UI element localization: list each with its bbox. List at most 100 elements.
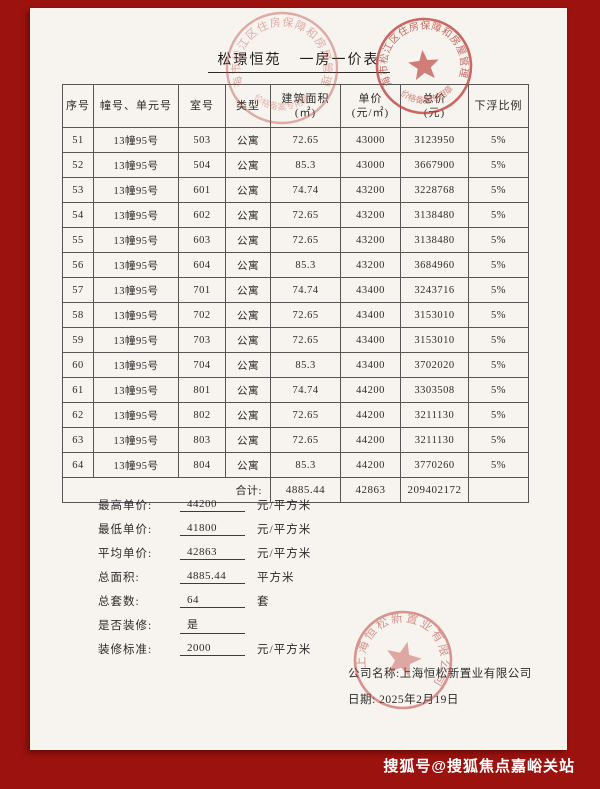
table-row: 60 13幢95号 704 公寓 85.3 43400 3702020 5% — [62, 352, 529, 378]
table-cell: 74.74 — [270, 177, 341, 203]
col-header-type: 类型 — [225, 84, 271, 128]
summary-unit: 元/平方米 — [257, 524, 312, 536]
table-cell: 3303508 — [400, 377, 469, 403]
table-cell: 13幢95号 — [93, 302, 179, 328]
table-cell: 5% — [468, 452, 529, 478]
table-cell: 3153010 — [400, 302, 469, 328]
table-cell: 3667900 — [400, 152, 469, 178]
table-cell: 804 — [178, 452, 226, 478]
document-page: 上海市松江区住房保障和房屋管理局 价格备案专用章 上海市松江区住房保障和房屋管理… — [30, 8, 567, 750]
table-cell: 704 — [178, 352, 226, 378]
col-header-room: 室号 — [178, 84, 226, 128]
table-cell: 72.65 — [270, 427, 341, 453]
summary-value: 4885.44 — [180, 570, 245, 584]
table-cell: 13幢95号 — [93, 252, 179, 278]
table-cell: 43000 — [340, 152, 401, 178]
table-cell: 43400 — [340, 327, 401, 353]
table-cell: 59 — [62, 327, 94, 353]
table-cell: 5% — [468, 152, 529, 178]
summary-item: 是否装修: 是 — [98, 613, 311, 637]
table-cell: 43000 — [340, 127, 401, 153]
total-area: 4885.44 — [270, 477, 341, 503]
summary-label: 平均单价: — [98, 548, 153, 560]
table-cell: 44200 — [340, 402, 401, 428]
summary-item: 最高单价: 44200 元/平方米 — [98, 493, 311, 517]
price-table-body: 51 13幢95号 503 公寓 72.65 43000 3123950 5% 52 13幢95号… — [62, 127, 529, 478]
table-cell: 13幢95号 — [93, 227, 179, 253]
table-row: 61 13幢95号 801 公寓 74.74 44200 3303508 5% — [62, 377, 529, 403]
table-cell: 53 — [62, 177, 94, 203]
table-cell: 3138480 — [400, 202, 469, 228]
table-cell: 44200 — [340, 427, 401, 453]
table-cell: 公寓 — [225, 202, 271, 228]
table-cell: 43200 — [340, 227, 401, 253]
table-cell: 64 — [62, 452, 94, 478]
table-cell: 公寓 — [225, 152, 271, 178]
table-cell: 13幢95号 — [93, 152, 179, 178]
col-header-unit-price: 单价 (元/㎡) — [340, 84, 401, 128]
table-row: 52 13幢95号 504 公寓 85.3 43000 3667900 5% — [62, 152, 529, 178]
table-row: 55 13幢95号 603 公寓 72.65 43200 3138480 5% — [62, 227, 529, 253]
table-cell: 72.65 — [270, 327, 341, 353]
table-row: 57 13幢95号 701 公寓 74.74 43400 3243716 5% — [62, 277, 529, 303]
summary-value: 是 — [180, 616, 245, 634]
table-row: 56 13幢95号 604 公寓 85.3 43200 3684960 5% — [62, 252, 529, 278]
table-cell: 5% — [468, 227, 529, 253]
table-cell: 44200 — [340, 452, 401, 478]
summary-item: 总套数: 64 套 — [98, 589, 311, 613]
summary-unit: 元/平方米 — [257, 644, 312, 656]
price-table-header: 序号 幢号、单元号 室号 类型 建筑面积 (㎡) 单价 (元/㎡) 总价 (元)… — [62, 84, 529, 128]
summary-value: 2000 — [180, 642, 245, 656]
table-cell: 13幢95号 — [93, 452, 179, 478]
summary-unit: 平方米 — [257, 572, 295, 584]
table-cell: 5% — [468, 377, 529, 403]
summary-item: 平均单价: 42863 元/平方米 — [98, 541, 311, 565]
project-name: 松璟恒苑 — [217, 53, 282, 68]
summary-value: 42863 — [180, 546, 245, 560]
table-cell: 43400 — [340, 302, 401, 328]
summary-unit: 套 — [257, 596, 270, 608]
total-price-sum: 209402172 — [400, 477, 469, 503]
col-header-area: 建筑面积 (㎡) — [270, 84, 341, 128]
table-cell: 602 — [178, 202, 226, 228]
table-cell: 74.74 — [270, 377, 341, 403]
table-cell: 62 — [62, 402, 94, 428]
table-cell: 5% — [468, 352, 529, 378]
header-row: 序号 幢号、单元号 室号 类型 建筑面积 (㎡) 单价 (元/㎡) 总价 (元)… — [62, 84, 529, 128]
table-cell: 43400 — [340, 277, 401, 303]
price-table-footer: 合计: 4885.44 42863 209402172 — [62, 477, 529, 503]
col-header-seq: 序号 — [62, 84, 94, 128]
table-cell: 13幢95号 — [93, 352, 179, 378]
table-cell: 57 — [62, 277, 94, 303]
table-cell: 3138480 — [400, 227, 469, 253]
table-cell: 604 — [178, 252, 226, 278]
summary-label: 总套数: — [98, 596, 140, 608]
col-header-total-price: 总价 (元) — [400, 84, 469, 128]
table-cell: 3684960 — [400, 252, 469, 278]
table-row: 51 13幢95号 503 公寓 72.65 43000 3123950 5% — [62, 127, 529, 153]
table-cell: 63 — [62, 427, 94, 453]
table-cell: 3123950 — [400, 127, 469, 153]
table-cell: 51 — [62, 127, 94, 153]
table-cell: 3153010 — [400, 327, 469, 353]
table-cell: 3770260 — [400, 452, 469, 478]
col-header-building: 幢号、单元号 — [93, 84, 179, 128]
table-cell: 13幢95号 — [93, 402, 179, 428]
table-cell: 72.65 — [270, 302, 341, 328]
table-row: 53 13幢95号 601 公寓 74.74 43200 3228768 5% — [62, 177, 529, 203]
signature-block: 公司名称:上海恒松新置业有限公司 日期: 2025年2月19日 — [348, 665, 532, 707]
company-name-line: 公司名称:上海恒松新置业有限公司 — [348, 668, 532, 680]
summary-label: 最低单价: — [98, 524, 153, 536]
col-header-discount: 下浮比例 — [468, 84, 529, 128]
table-cell: 3211130 — [400, 402, 469, 428]
table-cell: 52 — [62, 152, 94, 178]
summary-item: 总面积: 4885.44 平方米 — [98, 565, 311, 589]
table-cell: 公寓 — [225, 127, 271, 153]
table-cell: 13幢95号 — [93, 327, 179, 353]
summary-label: 装修标准: — [98, 644, 153, 656]
table-cell: 60 — [62, 352, 94, 378]
table-cell: 公寓 — [225, 427, 271, 453]
table-cell: 公寓 — [225, 252, 271, 278]
table-cell: 702 — [178, 302, 226, 328]
